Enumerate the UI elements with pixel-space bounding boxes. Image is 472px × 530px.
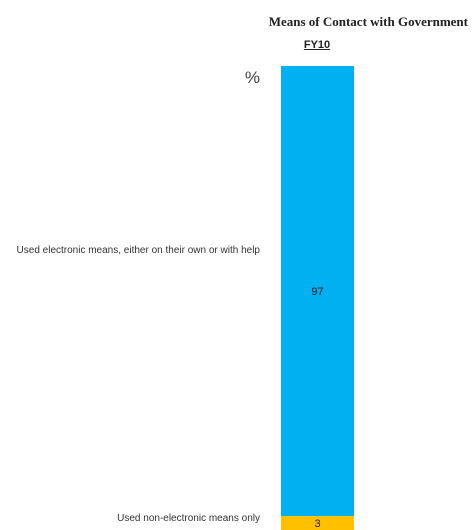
series-label-non-electronic: Used non-electronic means only (117, 513, 260, 524)
data-label-electronic: 97 (311, 286, 323, 298)
bar-segment-electronic (281, 66, 354, 517)
chart-title: Means of Contact with Government (268, 14, 468, 29)
series-label-electronic: Used electronic means, either on their o… (16, 245, 260, 256)
category-label-fy10: FY10 (303, 39, 331, 51)
data-label-non-electronic: 3 (314, 518, 320, 530)
bar-segment-non-electronic (281, 516, 354, 530)
unit-label: % (244, 68, 260, 87)
